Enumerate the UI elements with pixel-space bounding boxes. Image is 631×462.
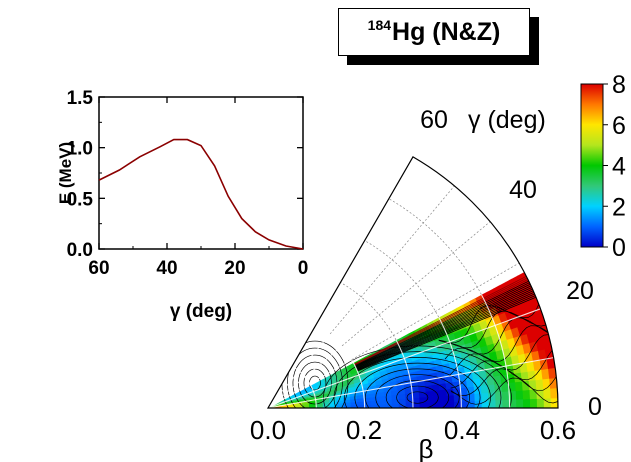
pes-cell <box>550 387 558 399</box>
pes-contour <box>438 303 540 344</box>
pes-grid-arc-dotted <box>340 282 397 341</box>
pes-grid-ray-dotted <box>351 262 520 360</box>
pes-cell <box>514 380 524 392</box>
pes-cell <box>465 378 475 388</box>
pes-cell <box>522 398 531 408</box>
inset-ylabel: E (MeV) <box>56 142 75 204</box>
pes-contour <box>344 357 491 408</box>
colorbar-tick-label: 0 <box>612 234 626 262</box>
beta-tick-label: 0.2 <box>346 415 382 445</box>
beta-tick-label: 0.4 <box>444 415 480 445</box>
pes-labels: 0.0 0.2 0.4 0.6 β 60 40 20 0 γ (deg) <box>250 106 602 462</box>
pes-cell <box>447 401 455 408</box>
pes-cell <box>536 398 545 408</box>
inset-x-tick-label: 40 <box>156 258 177 279</box>
gamma-tick-label: 40 <box>509 176 537 204</box>
pes-cell <box>439 395 448 403</box>
pes-contour <box>450 377 558 405</box>
gamma-tick-label: 60 <box>420 106 448 134</box>
pes-cell <box>453 387 462 396</box>
colorbar-tick-label: 2 <box>612 193 626 221</box>
inset-y-tick-label: 1.0 <box>67 139 93 160</box>
pes-cell <box>480 384 489 394</box>
beta-tick-label: 0.6 <box>540 415 576 445</box>
pes-grid-ray-dotted <box>329 185 455 335</box>
pes-contour <box>385 379 450 408</box>
pes-cell <box>425 390 434 398</box>
pes-contour <box>450 368 557 396</box>
inset-chart: 60 40 20 0 0.0 0.5 1.0 1.5 E (MeV) γ (deg) <box>56 88 308 322</box>
pes-contour <box>444 325 548 362</box>
pes-contour <box>287 347 343 408</box>
title-box: 184Hg (N&Z) <box>338 8 530 56</box>
gamma-tick-label: 20 <box>566 277 594 305</box>
pes-grid-arc <box>316 323 366 408</box>
inset-y-tick-label: 1.5 <box>67 88 94 109</box>
pes-contour <box>440 317 549 355</box>
pes-contour <box>364 368 471 408</box>
pes-contour <box>406 391 429 404</box>
inset-x-tick-label: 20 <box>224 258 245 279</box>
pes-sector-outline <box>266 156 559 409</box>
pes-cell <box>529 398 538 408</box>
inset-y-tick-label: 0.0 <box>67 240 93 261</box>
pes-contour <box>396 385 439 408</box>
title: 184Hg (N&Z) <box>368 17 501 47</box>
pes-cell <box>529 388 538 400</box>
pes-cell <box>419 396 428 404</box>
pes-cell <box>433 401 441 408</box>
pes-cell <box>494 391 503 401</box>
colorbar-gradient <box>580 83 604 248</box>
pes-cell <box>502 399 511 408</box>
pes-contour <box>450 349 553 389</box>
pes-grid <box>268 185 554 408</box>
pes-cell <box>391 403 400 408</box>
pes-cell <box>412 397 421 404</box>
pes-cell <box>488 391 497 401</box>
pes-cell <box>542 378 551 390</box>
pes-cell <box>528 379 537 391</box>
colorbar-tick-label: 6 <box>612 112 626 140</box>
pes-cell <box>494 383 503 393</box>
pes-cell <box>474 392 483 402</box>
title-label: Hg (N&Z) <box>392 18 501 46</box>
pes-grid-arc-dotted <box>364 240 440 318</box>
pes-grid-arc <box>291 365 317 408</box>
colorbar-tick-label: 8 <box>612 71 626 99</box>
pes-cell <box>473 385 482 394</box>
inset-x-tick-label: 60 <box>88 258 109 279</box>
pes-sector <box>266 156 559 409</box>
pes-grid-arc-dotted <box>388 198 482 295</box>
inset-plot-frame <box>98 96 304 250</box>
pes-cell <box>398 398 407 404</box>
colorbar-tick-label: 4 <box>612 153 626 181</box>
gamma-axis-label: γ (deg) <box>468 106 546 134</box>
pes-cell <box>543 387 552 399</box>
pes-cell <box>522 389 531 400</box>
inset-xlabel: γ (deg) <box>170 301 232 322</box>
inset-series-line <box>98 138 304 250</box>
beta-axis-label: β <box>419 434 434 462</box>
pes-cell <box>535 378 544 390</box>
pes-cell <box>515 389 524 400</box>
pes-cell <box>516 398 524 408</box>
pes-contour <box>438 310 546 349</box>
pes-cell <box>501 390 510 401</box>
gamma-tick-label: 0 <box>588 393 602 421</box>
pes-contour <box>375 374 460 408</box>
beta-tick-label: 0.0 <box>250 415 286 445</box>
inset-y-tick-label: 0.5 <box>67 189 94 210</box>
colorbar: 0 2 4 6 8 <box>580 71 626 262</box>
pes-cell <box>508 390 517 400</box>
title-mass-number: 184 <box>367 17 392 33</box>
pes-cell <box>543 397 552 408</box>
inset-x-tick-label: 0 <box>298 258 309 279</box>
pes-contour <box>354 362 481 408</box>
